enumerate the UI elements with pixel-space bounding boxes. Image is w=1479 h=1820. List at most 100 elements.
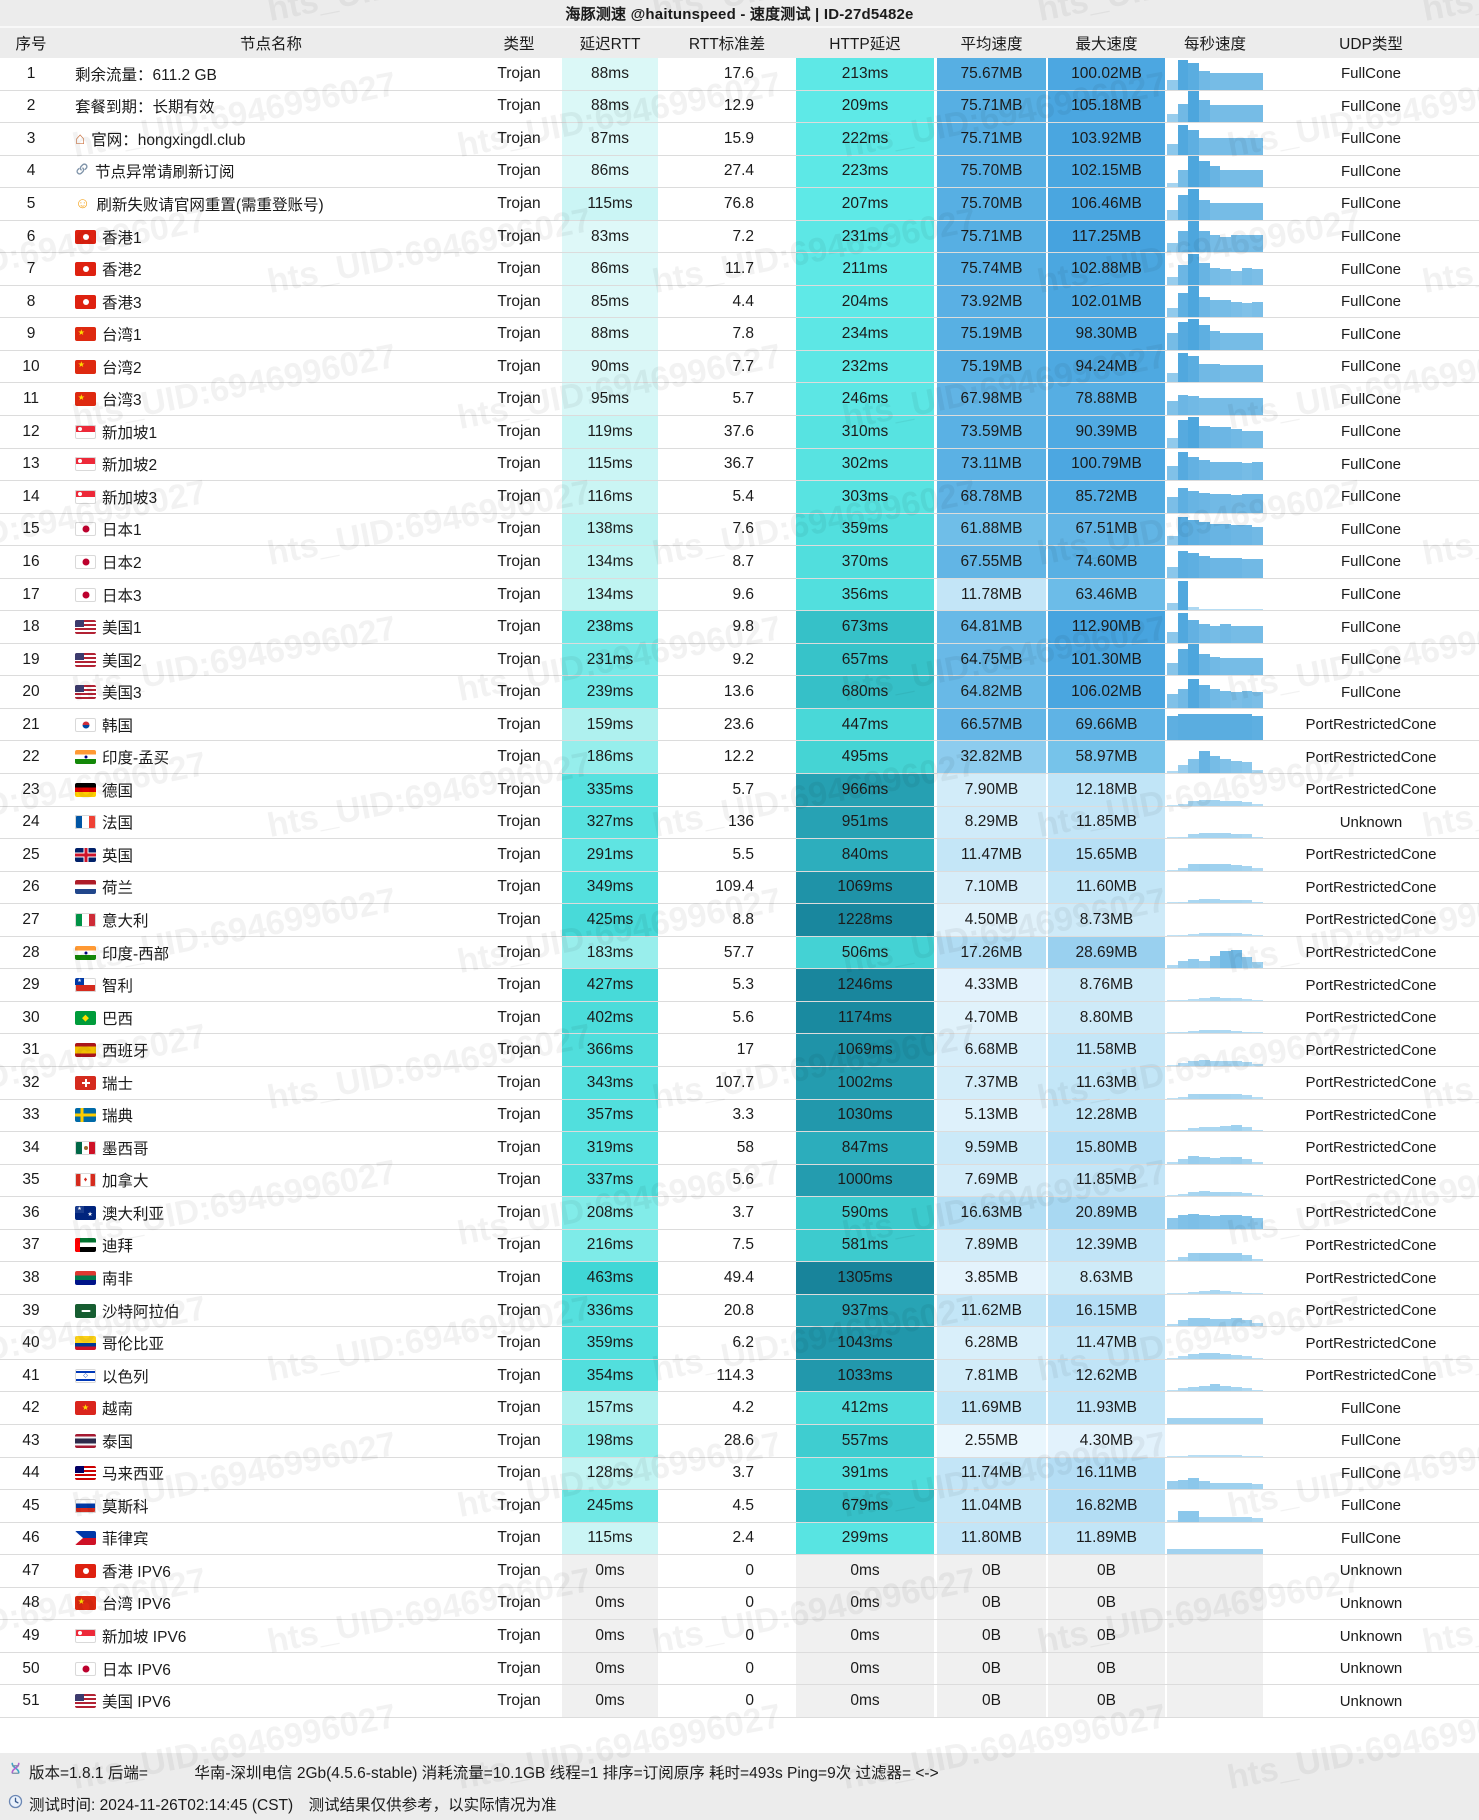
speed-bar	[1209, 1454, 1221, 1457]
rtt-stddev-cell: 4.4	[732, 292, 754, 310]
speed-bar	[1198, 1481, 1210, 1490]
speed-bar	[1252, 1357, 1263, 1359]
speed-bar	[1241, 957, 1253, 969]
node-type: Trojan	[497, 715, 541, 733]
row-index: 19	[22, 650, 40, 668]
speed-bar	[1209, 1290, 1221, 1294]
speed-bar	[1188, 999, 1199, 1001]
speed-bar	[1167, 182, 1178, 188]
page-title: 海豚测速 @haitunspeed - 速度测试 | ID-27d5482e	[0, 0, 1479, 28]
speed-bar	[1167, 804, 1178, 806]
udp-type-cell: PortRestrictedCone	[1305, 1367, 1437, 1385]
speed-bar	[1177, 1548, 1189, 1555]
node-name: 香港1	[62, 221, 480, 253]
node-name: 新加坡2	[62, 449, 480, 481]
latency-rtt-cell: 425ms	[562, 904, 658, 936]
speed-bar	[1167, 535, 1178, 546]
speed-bar	[1230, 105, 1242, 123]
node-name-label: 瑞典	[102, 1108, 134, 1126]
max-speed-cell: 11.63MB	[1048, 1066, 1165, 1099]
speed-bar	[1198, 800, 1210, 806]
clock-icon	[8, 1794, 23, 1814]
speed-bar	[1188, 1291, 1199, 1294]
udp-type-cell: PortRestrictedCone	[1305, 1139, 1437, 1157]
latency-rtt-cell: 359ms	[562, 1327, 658, 1359]
avg-speed-cell: 11.62MB	[937, 1294, 1046, 1327]
node-name: ⌂ 官网：hongxingdl.club	[62, 123, 480, 155]
table-row: 32 瑞士 Trojan 343ms 107.7 1002ms 7.37MB 1…	[0, 1066, 1479, 1100]
latency-rtt-cell: 115ms	[562, 1522, 658, 1555]
avg-speed-cell: 75.71MB	[937, 90, 1046, 123]
speed-bar	[1167, 566, 1178, 578]
latency-rtt-cell: 159ms	[562, 708, 658, 741]
node-type: Trojan	[497, 162, 541, 180]
latency-rtt-cell: 238ms	[562, 611, 658, 643]
latency-rtt-cell: 116ms	[562, 481, 658, 513]
speed-bar	[1220, 494, 1231, 513]
flag-icon	[75, 750, 96, 765]
speed-bar	[1188, 156, 1199, 188]
per-second-speed-sparkline	[1167, 741, 1263, 774]
flag-icon	[75, 294, 96, 309]
speed-bar	[1198, 653, 1210, 676]
http-latency-cell: 232ms	[796, 350, 934, 383]
speed-bar	[1220, 300, 1231, 318]
speed-bar	[1177, 613, 1189, 643]
udp-type-cell: Unknown	[1339, 813, 1403, 831]
table-row: 37 迪拜 Trojan 216ms 7.5 581ms 7.89MB 12.3…	[0, 1229, 1479, 1263]
node-name-label: 日本1	[102, 522, 142, 540]
speed-bar	[1177, 394, 1189, 416]
col-latency-rtt: 延迟RTT	[579, 36, 641, 53]
avg-speed-cell: 6.28MB	[937, 1327, 1046, 1359]
rtt-stddev-cell: 6.2	[732, 1334, 754, 1352]
flag-icon	[75, 1694, 96, 1709]
rtt-stddev-cell: 12.9	[723, 97, 754, 115]
speed-bar	[1209, 864, 1221, 871]
speed-bar	[1209, 689, 1221, 708]
speed-bar	[1230, 714, 1242, 741]
speed-bar	[1209, 1353, 1221, 1359]
row-index: 34	[22, 1138, 40, 1156]
speed-bar	[1230, 557, 1242, 578]
flag-icon	[75, 847, 96, 862]
per-second-speed-sparkline	[1167, 1067, 1263, 1099]
flag-icon	[75, 880, 96, 895]
speed-bar	[1167, 837, 1178, 839]
node-type: Trojan	[497, 1627, 541, 1645]
table-row: 34 墨西哥 Trojan 319ms 58 847ms 9.59MB 15.8…	[0, 1132, 1479, 1165]
speed-bar	[1241, 1482, 1253, 1490]
speed-bar	[1220, 609, 1231, 611]
table-row: 5 ☺ 刷新失败请官网重置(需重登账号) Trojan 115ms 76.8 2…	[0, 188, 1479, 221]
speed-bar	[1220, 932, 1231, 936]
speed-bar	[1220, 1548, 1231, 1555]
speed-bar	[1209, 300, 1221, 318]
speed-bar	[1209, 1215, 1221, 1229]
node-name: 墨西哥	[62, 1132, 480, 1164]
max-speed-cell: 11.85MB	[1048, 806, 1165, 839]
node-name-label: 印度-西部	[102, 945, 170, 963]
speed-bar	[1167, 694, 1178, 708]
rtt-stddev-cell: 7.2	[732, 227, 754, 245]
udp-type-cell: FullCone	[1340, 1464, 1402, 1482]
speed-bar	[1220, 332, 1231, 350]
rtt-stddev-cell: 76.8	[723, 194, 754, 212]
latency-rtt-cell: 354ms	[562, 1359, 658, 1392]
per-second-speed-sparkline	[1167, 937, 1263, 969]
node-name-label: 节点异常请刷新订阅	[95, 164, 235, 182]
row-index: 24	[22, 813, 40, 831]
table-row: 9 ★ 台湾1 Trojan 88ms 7.8 234ms 75.19MB 98…	[0, 318, 1479, 351]
avg-speed-cell: 7.69MB	[937, 1164, 1046, 1197]
table-row: 33 瑞典 Trojan 357ms 3.3 1030ms 5.13MB 12.…	[0, 1099, 1479, 1133]
latency-rtt-cell: 88ms	[562, 318, 658, 350]
node-name: 马来西亚	[62, 1458, 480, 1490]
speed-bar	[1241, 1127, 1253, 1132]
speed-bar	[1220, 951, 1231, 969]
http-latency-cell: 223ms	[796, 155, 934, 188]
table-row: 45 莫斯科 Trojan 245ms 4.5 679ms 11.04MB 16…	[0, 1490, 1479, 1523]
speed-bar	[1230, 1061, 1242, 1066]
col-udp-type: UDP类型	[1339, 36, 1403, 53]
speed-bar	[1177, 487, 1189, 513]
node-type: Trojan	[497, 1496, 541, 1514]
speed-bar	[1198, 1548, 1210, 1555]
node-name-label: 越南	[102, 1401, 134, 1419]
